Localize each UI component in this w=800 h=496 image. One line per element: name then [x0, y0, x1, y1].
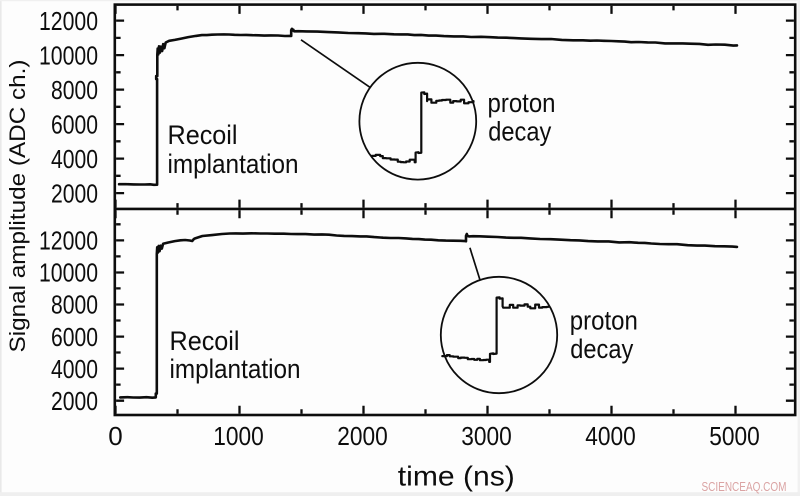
svg-text:5000: 5000 — [709, 421, 760, 451]
svg-text:6000: 6000 — [51, 322, 98, 352]
svg-text:4000: 4000 — [585, 421, 636, 451]
svg-text:8000: 8000 — [51, 75, 98, 105]
svg-text:Signal amplitude (ADC ch.): Signal amplitude (ADC ch.) — [5, 60, 30, 353]
svg-text:SCIENCEAQ.COM: SCIENCEAQ.COM — [702, 479, 787, 494]
svg-text:2000: 2000 — [51, 386, 98, 416]
svg-text:10000: 10000 — [39, 258, 98, 288]
svg-text:proton: proton — [570, 306, 638, 336]
svg-text:proton: proton — [488, 88, 556, 118]
svg-text:3000: 3000 — [461, 421, 512, 451]
svg-text:0: 0 — [108, 421, 122, 451]
svg-text:time (ns): time (ns) — [398, 460, 515, 491]
svg-text:10000: 10000 — [39, 40, 98, 70]
svg-text:4000: 4000 — [51, 354, 98, 384]
svg-text:implantation: implantation — [168, 149, 299, 179]
svg-text:12000: 12000 — [39, 226, 98, 256]
svg-text:decay: decay — [488, 116, 551, 146]
svg-text:Recoil: Recoil — [170, 326, 240, 356]
svg-text:1000: 1000 — [213, 421, 264, 451]
svg-text:Recoil: Recoil — [168, 120, 238, 150]
svg-text:2000: 2000 — [337, 421, 388, 451]
svg-text:4000: 4000 — [51, 144, 98, 174]
svg-text:decay: decay — [570, 334, 633, 364]
svg-text:8000: 8000 — [51, 290, 98, 320]
svg-text:12000: 12000 — [39, 6, 98, 36]
svg-text:6000: 6000 — [51, 109, 98, 139]
svg-text:2000: 2000 — [51, 178, 98, 208]
svg-text:implantation: implantation — [170, 354, 301, 384]
